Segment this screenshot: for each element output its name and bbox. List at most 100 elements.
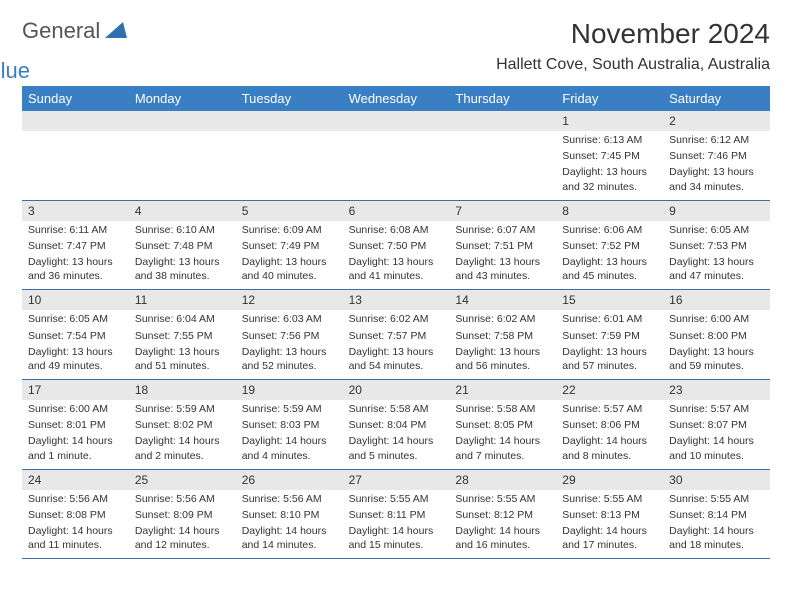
day-cell: Sunrise: 5:59 AMSunset: 8:02 PMDaylight:… xyxy=(129,400,236,469)
day-number: 8 xyxy=(556,201,663,221)
day-cell: Sunrise: 5:59 AMSunset: 8:03 PMDaylight:… xyxy=(236,400,343,469)
sunset-text: Sunset: 7:55 PM xyxy=(133,327,232,343)
day-number xyxy=(449,111,556,131)
daylight-text: Daylight: 13 hours and 38 minutes. xyxy=(133,253,232,283)
daylight-text: Daylight: 14 hours and 16 minutes. xyxy=(453,522,552,552)
daylight-text: Daylight: 14 hours and 14 minutes. xyxy=(240,522,339,552)
day-header-thursday: Thursday xyxy=(449,86,556,111)
day-cell: Sunrise: 6:01 AMSunset: 7:59 PMDaylight:… xyxy=(556,310,663,379)
day-cell: Sunrise: 5:58 AMSunset: 8:04 PMDaylight:… xyxy=(343,400,450,469)
day-number: 18 xyxy=(129,380,236,400)
sunrise-text: Sunrise: 6:11 AM xyxy=(26,221,125,237)
daylight-text: Daylight: 13 hours and 57 minutes. xyxy=(560,343,659,373)
sunset-text: Sunset: 8:00 PM xyxy=(667,327,766,343)
sunrise-text: Sunrise: 5:57 AM xyxy=(667,400,766,416)
daylight-text: Daylight: 13 hours and 49 minutes. xyxy=(26,343,125,373)
day-cell: Sunrise: 5:55 AMSunset: 8:12 PMDaylight:… xyxy=(449,490,556,559)
daylight-text: Daylight: 13 hours and 41 minutes. xyxy=(347,253,446,283)
day-number-row: 3456789 xyxy=(22,201,770,221)
day-cell: Sunrise: 6:04 AMSunset: 7:55 PMDaylight:… xyxy=(129,310,236,379)
week-row: Sunrise: 6:05 AMSunset: 7:54 PMDaylight:… xyxy=(22,310,770,380)
daylight-text: Daylight: 14 hours and 5 minutes. xyxy=(347,432,446,462)
sunset-text: Sunset: 8:02 PM xyxy=(133,416,232,432)
sunrise-text: Sunrise: 5:59 AM xyxy=(240,400,339,416)
day-cell: Sunrise: 5:55 AMSunset: 8:13 PMDaylight:… xyxy=(556,490,663,559)
location-text: Hallett Cove, South Australia, Australia xyxy=(496,56,770,74)
day-number: 7 xyxy=(449,201,556,221)
daylight-text: Daylight: 13 hours and 56 minutes. xyxy=(453,343,552,373)
sunset-text: Sunset: 8:04 PM xyxy=(347,416,446,432)
sunrise-text: Sunrise: 5:55 AM xyxy=(347,490,446,506)
sunrise-text: Sunrise: 6:02 AM xyxy=(453,310,552,326)
day-number-row: 12 xyxy=(22,111,770,131)
day-number xyxy=(22,111,129,131)
day-number: 17 xyxy=(22,380,129,400)
sunset-text: Sunset: 8:09 PM xyxy=(133,506,232,522)
day-number: 23 xyxy=(663,380,770,400)
day-cell xyxy=(449,131,556,200)
daylight-text: Daylight: 13 hours and 32 minutes. xyxy=(560,163,659,193)
sunrise-text: Sunrise: 6:12 AM xyxy=(667,131,766,147)
day-cell: Sunrise: 6:12 AMSunset: 7:46 PMDaylight:… xyxy=(663,131,770,200)
day-header-friday: Friday xyxy=(556,86,663,111)
daylight-text: Daylight: 13 hours and 47 minutes. xyxy=(667,253,766,283)
day-number: 13 xyxy=(343,290,450,310)
sunset-text: Sunset: 8:12 PM xyxy=(453,506,552,522)
day-number: 30 xyxy=(663,470,770,490)
sunset-text: Sunset: 7:45 PM xyxy=(560,147,659,163)
daylight-text: Daylight: 14 hours and 8 minutes. xyxy=(560,432,659,462)
sunrise-text: Sunrise: 6:08 AM xyxy=(347,221,446,237)
sunrise-text: Sunrise: 5:55 AM xyxy=(667,490,766,506)
logo: General Blue xyxy=(22,18,127,70)
sunrise-text: Sunrise: 6:06 AM xyxy=(560,221,659,237)
sunset-text: Sunset: 7:50 PM xyxy=(347,237,446,253)
logo-text-blue: Blue xyxy=(0,58,30,83)
daylight-text: Daylight: 14 hours and 18 minutes. xyxy=(667,522,766,552)
sunrise-text: Sunrise: 5:58 AM xyxy=(347,400,446,416)
sunrise-text: Sunrise: 6:09 AM xyxy=(240,221,339,237)
daylight-text: Daylight: 13 hours and 45 minutes. xyxy=(560,253,659,283)
sunrise-text: Sunrise: 6:00 AM xyxy=(26,400,125,416)
day-number: 24 xyxy=(22,470,129,490)
sunset-text: Sunset: 8:08 PM xyxy=(26,506,125,522)
daylight-text: Daylight: 14 hours and 10 minutes. xyxy=(667,432,766,462)
daylight-text: Daylight: 14 hours and 2 minutes. xyxy=(133,432,232,462)
sunrise-text: Sunrise: 6:02 AM xyxy=(347,310,446,326)
daylight-text: Daylight: 13 hours and 54 minutes. xyxy=(347,343,446,373)
sunset-text: Sunset: 8:01 PM xyxy=(26,416,125,432)
sunset-text: Sunset: 7:52 PM xyxy=(560,237,659,253)
day-header-row: Sunday Monday Tuesday Wednesday Thursday… xyxy=(22,86,770,111)
day-cell xyxy=(22,131,129,200)
day-number: 6 xyxy=(343,201,450,221)
day-header-sunday: Sunday xyxy=(22,86,129,111)
week-row: Sunrise: 6:13 AMSunset: 7:45 PMDaylight:… xyxy=(22,131,770,201)
daylight-text: Daylight: 13 hours and 51 minutes. xyxy=(133,343,232,373)
day-number: 10 xyxy=(22,290,129,310)
month-title: November 2024 xyxy=(496,18,770,50)
day-cell: Sunrise: 5:56 AMSunset: 8:09 PMDaylight:… xyxy=(129,490,236,559)
sunset-text: Sunset: 7:48 PM xyxy=(133,237,232,253)
day-number: 26 xyxy=(236,470,343,490)
day-number: 16 xyxy=(663,290,770,310)
day-number: 12 xyxy=(236,290,343,310)
day-number: 27 xyxy=(343,470,450,490)
sunrise-text: Sunrise: 6:07 AM xyxy=(453,221,552,237)
sunrise-text: Sunrise: 5:56 AM xyxy=(133,490,232,506)
sunrise-text: Sunrise: 5:56 AM xyxy=(26,490,125,506)
day-header-wednesday: Wednesday xyxy=(343,86,450,111)
day-number: 9 xyxy=(663,201,770,221)
day-cell: Sunrise: 6:00 AMSunset: 8:00 PMDaylight:… xyxy=(663,310,770,379)
sunset-text: Sunset: 8:14 PM xyxy=(667,506,766,522)
day-cell: Sunrise: 5:58 AMSunset: 8:05 PMDaylight:… xyxy=(449,400,556,469)
day-number: 4 xyxy=(129,201,236,221)
sunrise-text: Sunrise: 5:55 AM xyxy=(560,490,659,506)
day-cell: Sunrise: 6:10 AMSunset: 7:48 PMDaylight:… xyxy=(129,221,236,290)
sunset-text: Sunset: 7:49 PM xyxy=(240,237,339,253)
daylight-text: Daylight: 14 hours and 11 minutes. xyxy=(26,522,125,552)
daylight-text: Daylight: 13 hours and 36 minutes. xyxy=(26,253,125,283)
sunrise-text: Sunrise: 6:04 AM xyxy=(133,310,232,326)
sunrise-text: Sunrise: 6:05 AM xyxy=(26,310,125,326)
sunset-text: Sunset: 7:57 PM xyxy=(347,327,446,343)
week-row: Sunrise: 5:56 AMSunset: 8:08 PMDaylight:… xyxy=(22,490,770,560)
day-number: 21 xyxy=(449,380,556,400)
